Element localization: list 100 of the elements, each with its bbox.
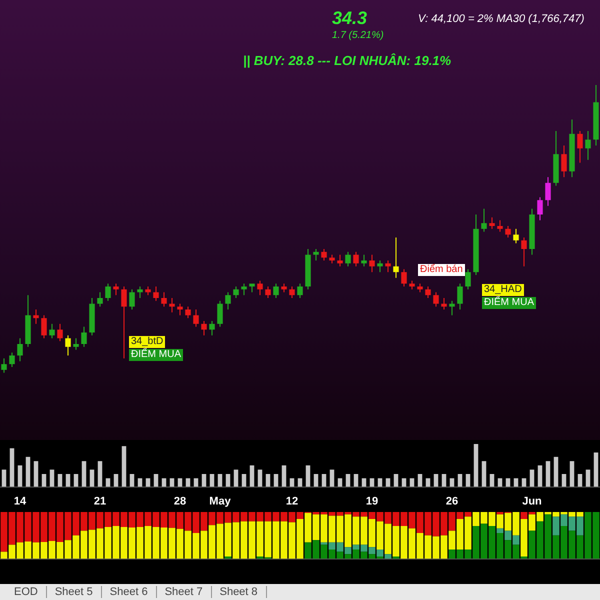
- bar: [426, 478, 430, 487]
- candlestick: [257, 280, 263, 296]
- candlestick: [433, 292, 439, 307]
- candlestick: [313, 249, 319, 261]
- bar: [474, 444, 478, 487]
- candlestick: [113, 284, 119, 296]
- text: EOD: [6, 586, 47, 598]
- bar: [194, 478, 198, 487]
- bar: [514, 478, 518, 487]
- bar: [34, 461, 38, 487]
- bar: [594, 452, 598, 487]
- candlestick: [473, 214, 479, 275]
- bar: [290, 478, 294, 487]
- bar: [106, 478, 110, 487]
- bar: [146, 478, 150, 487]
- bar: [450, 478, 454, 487]
- bar: [410, 478, 414, 487]
- bar: [186, 478, 190, 487]
- bar: [506, 478, 510, 487]
- candlestick: [297, 284, 303, 298]
- candlestick: [521, 238, 527, 266]
- text: Sheet 6: [102, 586, 157, 598]
- candlestick: [593, 85, 599, 146]
- candlestick: [1, 358, 7, 373]
- candlestick: [377, 260, 383, 272]
- bar: [378, 478, 382, 487]
- bar: [234, 470, 238, 487]
- candlestick: [105, 284, 111, 301]
- x-tick-label: Jun: [522, 495, 542, 508]
- annotation: 34_btD: [129, 336, 166, 348]
- candlestick: [81, 326, 87, 347]
- bar: [498, 478, 502, 487]
- candlestick: [537, 197, 543, 220]
- candlestick: [457, 284, 463, 310]
- bar: [258, 470, 262, 487]
- x-tick-label: 14: [14, 495, 27, 508]
- annotation: 34_HAD: [482, 284, 524, 296]
- bar: [330, 470, 334, 487]
- bar: [530, 470, 534, 487]
- candlestick: [65, 335, 71, 356]
- chart-title: 34.3: [332, 8, 368, 29]
- candlestick: [9, 352, 15, 368]
- candlestick: [561, 145, 567, 178]
- candlestick: [497, 220, 503, 232]
- candlestick: [353, 252, 359, 266]
- candlestick: [569, 120, 575, 178]
- candlestick: [169, 298, 175, 312]
- text: Sheet 7: [156, 586, 212, 598]
- candlestick: [57, 324, 63, 342]
- x-tick-label: 28: [174, 495, 186, 508]
- bar: [482, 461, 486, 487]
- candlestick: [273, 284, 279, 298]
- candlestick: [201, 320, 207, 336]
- bar: [586, 470, 590, 487]
- annotation: Điểm bán: [418, 264, 465, 276]
- bar: [90, 470, 94, 487]
- candlestick: [513, 228, 519, 244]
- bar: [370, 478, 374, 487]
- candlestick: [577, 131, 583, 163]
- candlestick: [121, 286, 127, 358]
- candlestick: [393, 238, 399, 278]
- candlestick: [441, 298, 447, 310]
- bar: [10, 448, 14, 487]
- text: Sheet 8: [212, 586, 267, 598]
- bar: [138, 478, 142, 487]
- bar: [50, 470, 54, 487]
- candlestick: [385, 260, 391, 272]
- annotation: ĐIỂM MUA: [482, 297, 536, 309]
- bar: [402, 478, 406, 487]
- x-tick-label: 19: [366, 495, 378, 508]
- x-tick-label: 21: [94, 495, 106, 508]
- bar: [522, 478, 526, 487]
- text: || BUY: 28.8 --- LOI NHUÂN: 19.1%: [243, 53, 452, 68]
- bar: [178, 478, 182, 487]
- bar: [338, 478, 342, 487]
- text: V: 44,100 = 2% MA30 (1,766,747): [418, 13, 584, 25]
- candlestick: [529, 208, 535, 255]
- candlestick: [329, 254, 335, 264]
- candlestick: [489, 217, 495, 229]
- candlestick: [369, 254, 375, 272]
- candlestick: [153, 286, 159, 301]
- candlestick: [337, 254, 343, 266]
- bar: [554, 456, 558, 487]
- candlestick: [361, 254, 367, 266]
- candlestick: [305, 249, 311, 290]
- candlestick: [89, 298, 95, 336]
- x-tick-label: 12: [286, 495, 298, 508]
- candlestick: [553, 131, 559, 186]
- candlestick: [449, 300, 455, 316]
- candlestick: [41, 315, 47, 338]
- bar: [98, 461, 102, 487]
- candlestick: [193, 309, 199, 327]
- annotation: ĐIỂM MUA: [129, 349, 183, 361]
- candlestick: [209, 320, 215, 336]
- candlestick: [33, 309, 39, 324]
- bar: [162, 478, 166, 487]
- candlestick: [249, 284, 255, 292]
- bar: [570, 461, 574, 487]
- candlestick: [409, 280, 415, 290]
- candlestick: [129, 289, 135, 310]
